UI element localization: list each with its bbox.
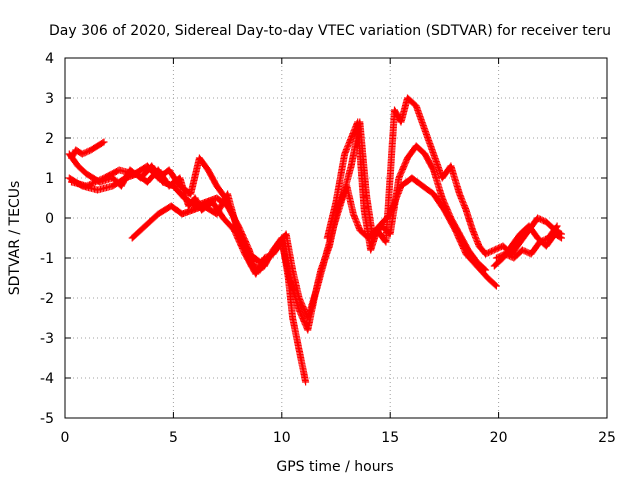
y-ticks: -5 -4 -3 -2 -1 0 1 2 3 4	[40, 51, 607, 427]
y-tick-label: -1	[40, 251, 54, 267]
y-tick-label: -2	[40, 291, 54, 307]
series-trace-3	[65, 166, 500, 334]
series-markers	[490, 222, 565, 270]
series-markers	[128, 190, 264, 266]
chart-title: Day 306 of 2020, Sidereal Day-to-day VTE…	[49, 23, 611, 39]
x-tick-label: 10	[273, 430, 291, 446]
y-tick-label: 3	[45, 91, 54, 107]
x-tick-label: 20	[490, 430, 508, 446]
y-tick-label: 1	[45, 171, 54, 187]
series-trace-4	[68, 118, 490, 322]
series-markers	[68, 118, 490, 322]
y-tick-label: 0	[45, 211, 54, 227]
series-trace-5	[128, 190, 264, 266]
y-axis-label: SDTVAR / TECUs	[7, 181, 23, 296]
series-trace-7	[490, 222, 565, 270]
y-tick-label: -4	[40, 371, 54, 387]
series-markers	[65, 166, 500, 334]
y-tick-label: 4	[45, 51, 54, 67]
x-tick-label: 0	[61, 430, 70, 446]
plot-series	[65, 94, 565, 386]
x-axis-label: GPS time / hours	[276, 459, 393, 475]
x-ticks: 0 5 10 15 20 25	[61, 58, 616, 446]
axes	[64, 57, 608, 419]
x-tick-label: 15	[381, 430, 399, 446]
y-tick-label: -5	[40, 411, 54, 427]
y-tick-label: -3	[40, 331, 54, 347]
plot-frame	[64, 57, 608, 419]
x-tick-label: 5	[169, 430, 178, 446]
series-markers	[492, 222, 561, 262]
grid	[65, 58, 607, 418]
series-trace-8	[492, 222, 561, 262]
y-tick-label: 2	[45, 131, 54, 147]
x-tick-label: 25	[598, 430, 616, 446]
